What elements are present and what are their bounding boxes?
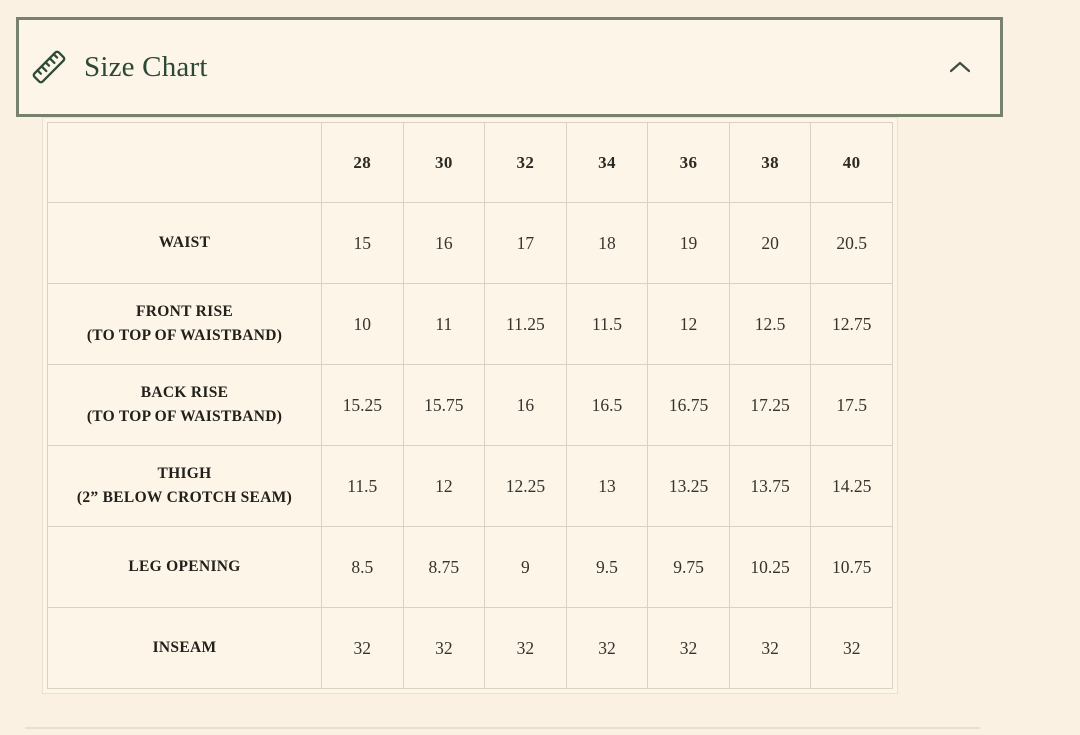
row-label: LEG OPENING: [47, 526, 322, 608]
size-value-cell: 9.5: [565, 526, 649, 608]
size-chart-accordion-header[interactable]: Size Chart: [16, 17, 1003, 117]
size-col-header: 34: [565, 122, 649, 203]
size-value-cell: 13: [565, 445, 649, 527]
size-value-cell: 12: [647, 283, 730, 365]
size-value-cell: 14.25: [810, 445, 893, 527]
size-chart-table: 28 30 32 34 36 38 40 WAIST 15 16 17 18 1…: [47, 122, 893, 689]
size-value-cell: 16: [402, 202, 486, 284]
size-col-header: 38: [728, 122, 812, 203]
size-value-cell: 12.75: [810, 283, 893, 365]
size-value-cell: 16.75: [647, 364, 730, 446]
size-value-cell: 10.75: [810, 526, 893, 608]
table-row-leg-opening: LEG OPENING 8.5 8.75 9 9.5 9.75 10.25 10…: [47, 526, 893, 608]
size-value-cell: 11.5: [321, 445, 404, 527]
size-value-cell: 8.5: [321, 526, 404, 608]
bottom-divider: [25, 727, 980, 729]
size-value-cell: 13.75: [728, 445, 812, 527]
size-value-cell: 32: [728, 607, 812, 689]
size-value-cell: 18: [565, 202, 649, 284]
size-value-cell: 20.5: [810, 202, 893, 284]
table-row-front-rise: FRONT RISE (TO TOP OF WAISTBAND) 10 11 1…: [47, 283, 893, 365]
size-value-cell: 10: [321, 283, 404, 365]
size-value-cell: 32: [647, 607, 730, 689]
size-value-cell: 9.75: [647, 526, 730, 608]
row-label: FRONT RISE (TO TOP OF WAISTBAND): [47, 283, 322, 365]
size-value-cell: 17.25: [728, 364, 812, 446]
size-value-cell: 16.5: [565, 364, 649, 446]
size-col-header: 28: [321, 122, 404, 203]
size-value-cell: 8.75: [402, 526, 486, 608]
size-chart-content: 28 30 32 34 36 38 40 WAIST 15 16 17 18 1…: [42, 117, 898, 694]
row-label: BACK RISE (TO TOP OF WAISTBAND): [47, 364, 322, 446]
size-col-header: 40: [810, 122, 893, 203]
row-label: INSEAM: [47, 607, 322, 689]
size-col-header: 36: [647, 122, 730, 203]
accordion-title: Size Chart: [84, 50, 208, 83]
size-value-cell: 12.5: [728, 283, 812, 365]
table-row-waist: WAIST 15 16 17 18 19 20 20.5: [47, 202, 893, 284]
size-value-cell: 32: [810, 607, 893, 689]
size-value-cell: 12.25: [484, 445, 567, 527]
table-row-inseam: INSEAM 32 32 32 32 32 32 32: [47, 607, 893, 689]
size-value-cell: 10.25: [728, 526, 812, 608]
size-value-cell: 15: [321, 202, 404, 284]
size-col-header: 32: [484, 122, 567, 203]
size-value-cell: 12: [402, 445, 486, 527]
size-value-cell: 32: [402, 607, 486, 689]
size-value-cell: 19: [647, 202, 730, 284]
size-value-cell: 32: [565, 607, 649, 689]
ruler-icon: [32, 50, 66, 84]
corner-cell: [47, 122, 322, 203]
row-label: WAIST: [47, 202, 322, 284]
table-row-thigh: THIGH (2” BELOW CROTCH SEAM) 11.5 12 12.…: [47, 445, 893, 527]
size-value-cell: 17.5: [810, 364, 893, 446]
size-value-cell: 11: [402, 283, 486, 365]
size-col-header: 30: [402, 122, 486, 203]
size-value-cell: 16: [484, 364, 567, 446]
size-value-cell: 32: [484, 607, 567, 689]
chevron-up-icon[interactable]: [948, 59, 972, 75]
size-value-cell: 13.25: [647, 445, 730, 527]
size-value-cell: 11.25: [484, 283, 567, 365]
size-value-cell: 15.75: [402, 364, 486, 446]
table-row-back-rise: BACK RISE (TO TOP OF WAISTBAND) 15.25 15…: [47, 364, 893, 446]
size-value-cell: 15.25: [321, 364, 404, 446]
size-value-cell: 32: [321, 607, 404, 689]
row-label: THIGH (2” BELOW CROTCH SEAM): [47, 445, 322, 527]
size-value-cell: 9: [484, 526, 567, 608]
size-value-cell: 17: [484, 202, 567, 284]
size-header-row: 28 30 32 34 36 38 40: [47, 122, 893, 203]
size-value-cell: 11.5: [565, 283, 649, 365]
size-value-cell: 20: [728, 202, 812, 284]
